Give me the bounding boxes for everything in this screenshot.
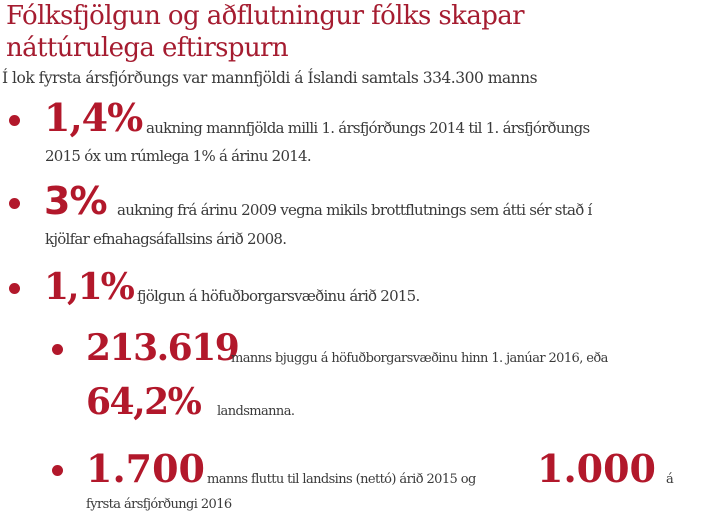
bullet-dot-icon [9,115,20,126]
bullet-dot-icon [9,283,20,294]
sub-bullet-figure: 1.700 [86,446,205,491]
sub-bullet-text-line-2: landsmanna. [217,404,295,419]
bullet-dot-icon [9,198,20,209]
sub-bullet-figure: 213.619 [86,327,240,369]
bullet-text-line-1: aukning mannfjölda milli 1. ársfjórðungs… [146,119,590,137]
bullet-dot-icon [52,344,63,355]
title-line-2: náttúrulega eftirspurn [6,33,289,63]
sub-bullet-text-line-1: manns bjuggu á höfuðborgarsvæðinu hinn 1… [231,351,608,366]
subtitle: Í lok fyrsta ársfjórðungs var mannfjöldi… [2,69,538,87]
page-title: Fólksfjölgun og aðflutningur fólks skapa… [6,0,696,64]
bullet-text-line-1: fjölgun á höfuðborgarsvæðinu árið 2015. [137,287,420,305]
title-line-1: Fólksfjölgun og aðflutningur fólks skapa… [6,1,525,31]
sub-bullet-figure-2: 1.000 [537,446,656,491]
bullet-text-line-1: aukning frá árinu 2009 vegna mikils brot… [117,201,592,219]
bullet-figure: 3% [44,179,108,223]
bullet-dot-icon [52,465,63,476]
bullet-figure: 1,4% [44,95,143,140]
sub-bullet-figure-2: 64,2% [86,381,202,423]
sub-bullet-text-after-figure-2: á [666,472,674,487]
sub-bullet-text-line-2: fyrsta ársfjórðungi 2016 [86,497,232,512]
bullet-figure: 1,1% [44,266,135,308]
sub-bullet-text-line-1: manns fluttu til landsins (nettó) árið 2… [207,472,476,487]
bullet-text-line-2: kjölfar efnahagsáfallsins árið 2008. [45,230,287,248]
bullet-text-line-2: 2015 óx um rúmlega 1% á árinu 2014. [45,147,312,165]
